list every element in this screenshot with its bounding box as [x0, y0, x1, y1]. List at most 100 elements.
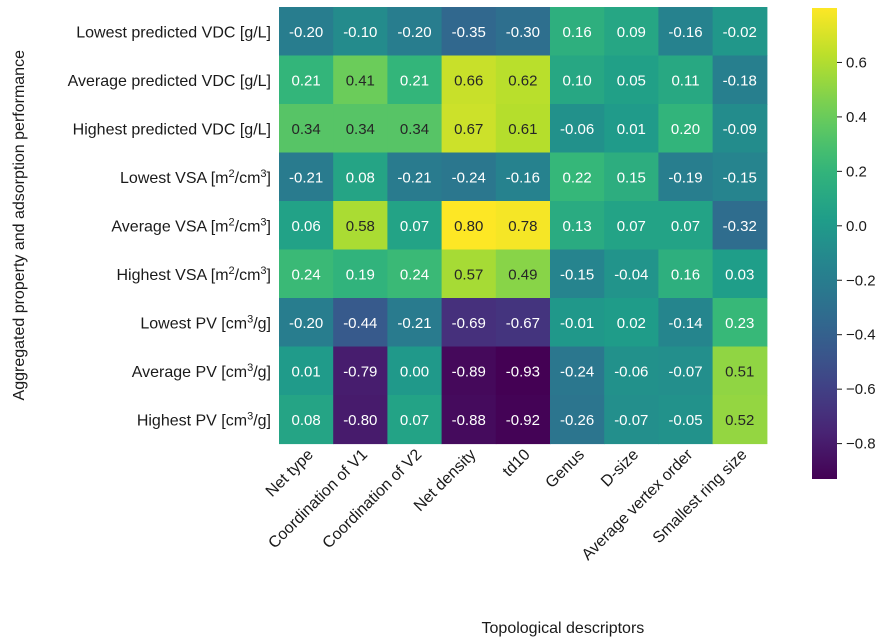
heatmap-cell — [279, 201, 334, 251]
heatmap-cell — [279, 395, 334, 445]
cell-value-label: 0.61 — [508, 121, 537, 138]
cell-value-label: 0.57 — [454, 266, 483, 283]
heatmap-cell — [712, 55, 768, 105]
heatmap-cell — [441, 395, 497, 445]
cell-value-label: 0.49 — [508, 266, 537, 283]
heatmap-cell — [441, 298, 497, 348]
heatmap-cell — [604, 346, 659, 396]
heatmap-cell — [712, 249, 768, 299]
cell-value-label: 0.02 — [617, 315, 646, 332]
cell-value-label: -0.24 — [560, 363, 594, 380]
heatmap-cell — [387, 104, 443, 154]
heatmap-cell — [387, 152, 443, 202]
cell-value-label: -0.20 — [289, 315, 323, 332]
y-axis-label: Aggregated property and adsorption perfo… — [11, 50, 28, 401]
cell-value-label: 0.09 — [617, 24, 646, 41]
cell-value-label: -0.16 — [506, 169, 540, 186]
cell-value-label: -0.06 — [560, 121, 594, 138]
cell-value-label: -0.20 — [289, 24, 323, 41]
cell-value-label: -0.35 — [452, 24, 486, 41]
heatmap-cell — [712, 346, 768, 396]
heatmap-cell — [333, 298, 388, 348]
row-label: Average PV [cm3/g] — [132, 362, 271, 381]
cell-value-label: 0.23 — [725, 315, 754, 332]
cell-value-label: 0.21 — [291, 72, 320, 89]
heatmap-cell — [387, 395, 443, 445]
heatmap-cell — [604, 55, 659, 105]
row-label: Lowest predicted VDC [g/L] — [76, 24, 271, 41]
cell-value-label: 0.10 — [562, 72, 591, 89]
heatmap-cell — [604, 298, 659, 348]
heatmap-cell — [333, 395, 388, 445]
heatmap-cell — [387, 346, 443, 396]
cell-value-label: -0.02 — [723, 24, 757, 41]
heatmap-cell — [550, 152, 605, 202]
cell-value-label: -0.89 — [452, 363, 486, 380]
cell-value-label: 0.08 — [291, 412, 320, 429]
cell-value-label: -0.07 — [614, 412, 648, 429]
heatmap-cell — [604, 249, 659, 299]
cell-value-label: -0.26 — [560, 412, 594, 429]
cell-value-label: 0.01 — [617, 121, 646, 138]
heatmap-cell — [387, 298, 443, 348]
heatmap-cell — [712, 201, 768, 251]
cell-value-label: -0.69 — [452, 315, 486, 332]
cell-value-label: 0.05 — [617, 72, 646, 89]
cell-value-label: 0.07 — [400, 218, 429, 235]
colorbar-tick-label: 0.2 — [846, 163, 867, 180]
heatmap-cell — [387, 249, 443, 299]
cell-value-label: 0.21 — [400, 72, 429, 89]
cell-value-label: -0.05 — [668, 412, 702, 429]
cell-value-label: -0.06 — [614, 363, 648, 380]
cell-value-label: -0.09 — [723, 121, 757, 138]
heatmap-cell — [712, 7, 768, 57]
cell-value-label: -0.07 — [668, 363, 702, 380]
row-label: Lowest VSA [m2/cm3] — [120, 168, 271, 187]
row-label: Highest predicted VDC [g/L] — [73, 121, 271, 138]
heatmap-cell — [279, 249, 334, 299]
row-label: Lowest PV [cm3/g] — [140, 313, 271, 332]
heatmap-cell — [441, 249, 497, 299]
cell-value-label: -0.93 — [506, 363, 540, 380]
heatmap-cell — [550, 395, 605, 445]
cell-value-label: 0.80 — [454, 218, 483, 235]
column-label: td10 — [500, 446, 534, 480]
heatmap-cell — [658, 298, 714, 348]
heatmap-cell — [441, 7, 497, 57]
cell-value-label: 0.06 — [291, 218, 320, 235]
cell-value-label: 0.34 — [291, 121, 320, 138]
heatmap-cell — [333, 152, 388, 202]
row-label: Highest VSA [m2/cm3] — [116, 265, 271, 284]
cell-value-label: 0.62 — [508, 72, 537, 89]
cell-value-label: -0.21 — [289, 169, 323, 186]
cell-value-label: -0.32 — [723, 218, 757, 235]
column-label: Net type — [263, 446, 317, 500]
heatmap-cell — [604, 395, 659, 445]
heatmap-cell — [604, 152, 659, 202]
cell-value-label: -0.19 — [668, 169, 702, 186]
colorbar-tick-label: −0.6 — [846, 381, 876, 398]
heatmap-cell — [495, 104, 551, 154]
heatmap-cell — [441, 55, 497, 105]
cell-value-label: 0.20 — [671, 121, 700, 138]
cell-value-label: 0.19 — [346, 266, 375, 283]
cell-value-label: 0.41 — [346, 72, 375, 89]
colorbar-tick-label: 0.0 — [846, 218, 867, 235]
cell-value-label: 0.01 — [291, 363, 320, 380]
cell-value-label: -0.92 — [506, 412, 540, 429]
cell-value-label: -0.10 — [343, 24, 377, 41]
heatmap-cell — [550, 346, 605, 396]
heatmap-cell — [604, 104, 659, 154]
cell-value-label: -0.20 — [397, 24, 431, 41]
heatmap-cell — [441, 104, 497, 154]
row-label: Average predicted VDC [g/L] — [68, 73, 271, 90]
heatmap-cell — [712, 395, 768, 445]
heatmap-cells: -0.20 -0.10 -0.20 -0.35 -0.30 0.16 0.09 -0.16 -0… — [279, 7, 768, 445]
heatmap-cell — [495, 201, 551, 251]
colorbar-tick-label: 0.6 — [846, 54, 867, 71]
heatmap-cell — [550, 104, 605, 154]
cell-value-label: 0.67 — [454, 121, 483, 138]
heatmap-cell — [550, 201, 605, 251]
heatmap-cell — [333, 201, 388, 251]
heatmap-cell — [658, 201, 714, 251]
